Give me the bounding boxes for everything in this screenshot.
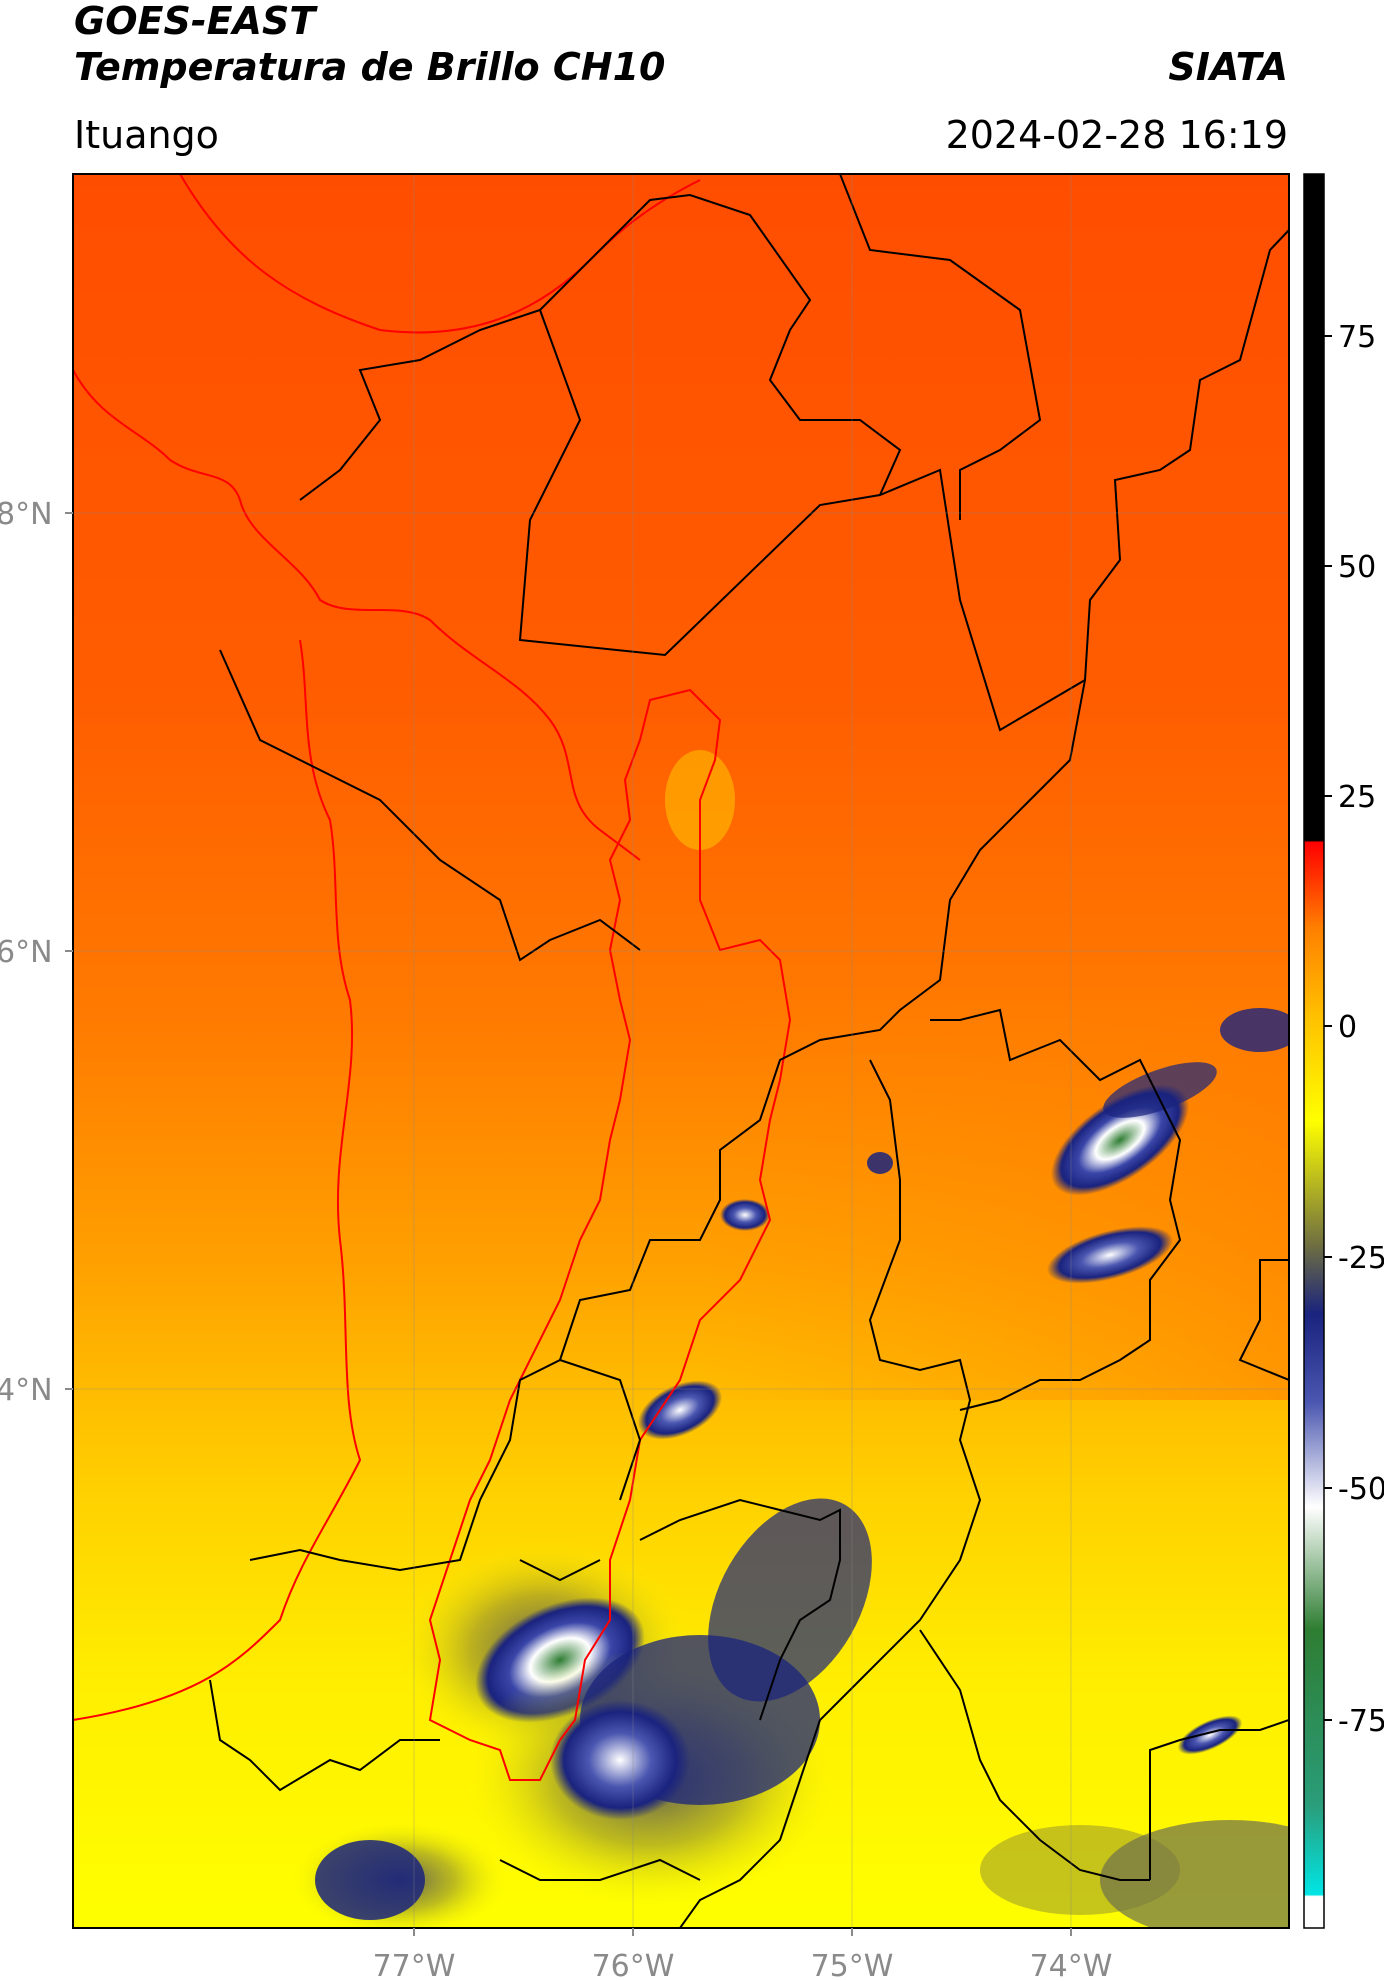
- cloud-clusters: [290, 750, 1289, 1928]
- lat-label-6n: 6°N: [0, 935, 53, 970]
- aoi-outline: [428, 688, 792, 1781]
- graticule: [73, 174, 1289, 1928]
- map-panel: [73, 174, 1289, 1928]
- satellite-title: GOES-EAST: [74, 0, 316, 43]
- colorbar-tick-minus75: -75: [1338, 1704, 1384, 1739]
- lat-label-4n: 4°N: [0, 1373, 53, 1408]
- latitude-axis: 8°N 6°N 4°N: [0, 497, 73, 1408]
- lon-label-76w: 76°W: [592, 1949, 675, 1981]
- colorbar-tick-50: 50: [1338, 550, 1376, 585]
- region-label: Ituango: [74, 113, 219, 157]
- map-frame: [72, 173, 1290, 1929]
- datetime-label: 2024-02-28 16:19: [945, 113, 1288, 157]
- longitude-axis: 77°W 76°W 75°W 74°W: [373, 1928, 1113, 1981]
- colorbar-tick-minus50: -50: [1338, 1472, 1384, 1507]
- colorbar-tick-0: 0: [1338, 1010, 1357, 1045]
- coastline: [73, 174, 701, 1721]
- lon-label-74w: 74°W: [1030, 1949, 1113, 1981]
- colorbar-scale: [1303, 173, 1325, 1929]
- colorbar: 75 50 25 0 -25 -50 -75: [1303, 173, 1384, 1929]
- brand-label: SIATA: [1168, 45, 1288, 89]
- colorbar-tick-minus25: -25: [1338, 1241, 1384, 1276]
- lat-label-8n: 8°N: [0, 497, 53, 532]
- colorbar-tick-25: 25: [1338, 780, 1376, 815]
- lon-label-77w: 77°W: [373, 1949, 456, 1981]
- lon-label-75w: 75°W: [811, 1949, 894, 1981]
- admin-borders: [209, 174, 1289, 1928]
- colorbar-tick-75: 75: [1338, 320, 1376, 355]
- product-title: Temperatura de Brillo CH10: [74, 45, 666, 89]
